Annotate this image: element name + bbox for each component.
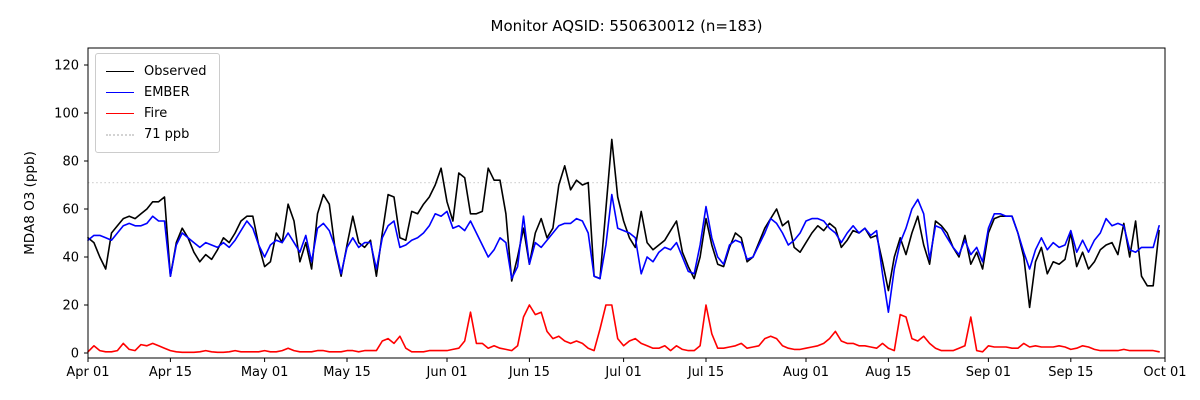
x-tick-label: May 01 — [241, 365, 289, 380]
x-tick-label: May 15 — [323, 365, 371, 380]
x-tick-label: Sep 01 — [966, 365, 1011, 380]
x-tick-label: Aug 15 — [865, 365, 911, 380]
y-tick-label: 120 — [54, 59, 79, 74]
y-tick-label: 0 — [71, 347, 79, 362]
legend-item-threshold: 71 ppb — [106, 124, 207, 145]
x-tick-label: Jun 01 — [426, 365, 468, 380]
x-tick-label: Sep 15 — [1048, 365, 1093, 380]
x-tick-label: Jun 15 — [508, 365, 550, 380]
observed-line-swatch — [106, 71, 134, 72]
series-line-ember — [87, 193, 1160, 314]
x-tick-label: Apr 15 — [149, 365, 192, 380]
legend-label: 71 ppb — [144, 127, 190, 142]
y-tick-label: 100 — [54, 107, 79, 122]
chart-title: Monitor AQSID: 550630012 (n=183) — [490, 17, 763, 35]
y-tick-label: 20 — [62, 299, 79, 314]
ember-line-swatch — [106, 92, 134, 93]
legend-label: EMBER — [144, 85, 190, 100]
fire-line-swatch — [106, 113, 134, 114]
plot-border — [87, 47, 1166, 359]
x-tick-label: Aug 01 — [783, 365, 829, 380]
y-tick-label: 40 — [62, 251, 79, 266]
legend-item-observed: Observed — [106, 61, 207, 82]
legend-label: Observed — [144, 64, 207, 79]
legend-item-fire: Fire — [106, 103, 207, 124]
y-tick-label: 80 — [62, 155, 79, 170]
x-tick-label: Jul 01 — [604, 365, 641, 380]
threshold-line-swatch — [106, 133, 134, 136]
legend-label: Fire — [144, 106, 168, 121]
x-tick-label: Apr 01 — [66, 365, 109, 380]
series-line-observed — [87, 138, 1160, 309]
y-tick-label: 60 — [62, 203, 79, 218]
x-tick-label: Jul 15 — [687, 365, 724, 380]
x-tick-label: Oct 01 — [1143, 365, 1186, 380]
legend-item-ember: EMBER — [106, 82, 207, 103]
series-line-fire — [87, 304, 1160, 354]
legend: Observed EMBER Fire 71 ppb — [95, 53, 220, 153]
